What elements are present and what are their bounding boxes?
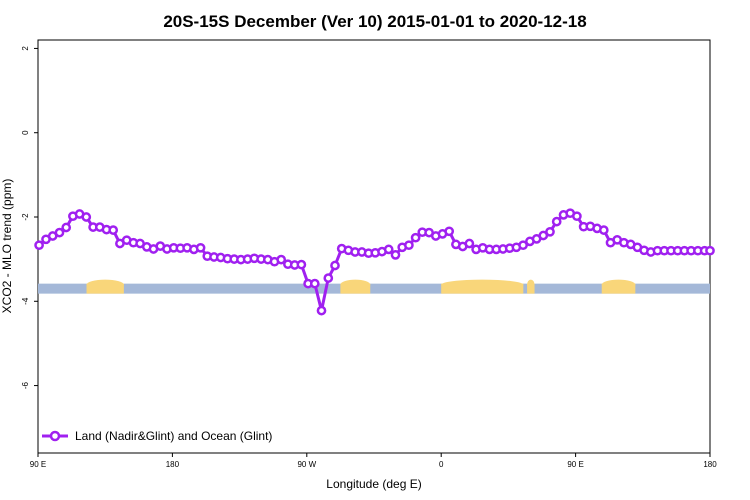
data-point <box>108 225 119 235</box>
data-point <box>316 305 327 316</box>
data-point <box>81 212 92 222</box>
data-point <box>34 240 44 251</box>
data-point <box>598 225 609 235</box>
data-point <box>518 240 528 251</box>
x-axis-label: Longitude (deg E) <box>326 477 421 491</box>
y-tick-label: -4 <box>21 297 30 305</box>
x-tick-label: 90 E <box>567 460 583 469</box>
data-point <box>383 244 394 255</box>
data-point <box>195 242 206 253</box>
land-strip-bump <box>441 279 524 290</box>
x-tick-label: 180 <box>703 460 717 469</box>
x-axis: 90 E 180 90 W 0 90 E 180 <box>30 453 717 469</box>
data-point <box>323 273 334 283</box>
x-tick-label: 90 E <box>30 460 46 469</box>
legend-marker-swatch <box>49 430 61 442</box>
data-point <box>404 240 414 251</box>
data-point <box>330 260 340 271</box>
data-point <box>54 227 65 238</box>
land-strip-bump <box>340 279 371 290</box>
y-axis-label: XCO2 - MLO trend (ppm) <box>0 179 14 314</box>
land-strip-bump <box>527 279 535 290</box>
legend-label: Land (Nadir&Glint) and Ocean (Glint) <box>75 429 272 443</box>
data-point <box>545 226 555 237</box>
data-point <box>572 211 582 222</box>
data-point <box>390 250 401 260</box>
land-strip-bump <box>86 279 124 290</box>
data-point <box>551 216 562 227</box>
x-tick-label: 90 W <box>297 460 316 469</box>
data-point <box>705 245 715 256</box>
y-tick-label: 2 <box>21 46 30 51</box>
data-point <box>296 259 307 270</box>
data-point <box>444 226 455 237</box>
ocean-strip <box>38 283 710 294</box>
series-line <box>38 211 710 313</box>
x-tick-label: 0 <box>439 460 444 469</box>
chart-title: 20S-15S December (Ver 10) 2015-01-01 to … <box>163 12 586 31</box>
series-line-group <box>34 208 715 316</box>
surface-type-strip <box>38 279 710 294</box>
legend: Land (Nadir&Glint) and Ocean (Glint) <box>42 429 272 443</box>
data-point <box>464 238 475 249</box>
data-point <box>410 232 421 243</box>
data-point <box>309 278 320 289</box>
x-tick-label: 180 <box>166 460 180 469</box>
data-point <box>61 222 72 233</box>
y-axis: 2 0 -2 -4 -6 <box>21 46 38 389</box>
y-tick-label: -2 <box>21 213 30 221</box>
land-strip-bump <box>601 279 636 290</box>
data-point <box>276 254 287 265</box>
y-tick-label: -6 <box>21 381 30 389</box>
y-tick-label: 0 <box>21 130 30 135</box>
